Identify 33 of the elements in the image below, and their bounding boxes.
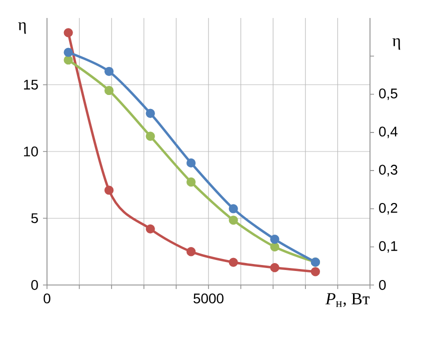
point (186, 158, 196, 168)
point (228, 204, 238, 214)
y-tick-label: 15 (24, 80, 38, 90)
y2-axis-title: η (392, 38, 400, 50)
y-tick-label: 5 (31, 213, 38, 224)
y2-tick-label: 0,2 (379, 202, 398, 214)
point (186, 177, 196, 187)
point (104, 66, 114, 76)
y2-tick-label: 0 (379, 280, 386, 290)
point (270, 263, 280, 272)
y-axis-title: η (18, 22, 26, 34)
point (104, 186, 114, 195)
point (146, 132, 155, 141)
y2-tick-label: 0,3 (379, 164, 398, 176)
x-tick-label: 5000 (194, 294, 224, 304)
point (270, 242, 280, 252)
point (310, 267, 320, 276)
point (146, 108, 155, 118)
y2-tick-label: 0,4 (379, 126, 398, 138)
y-tick-label: 10 (24, 146, 38, 156)
point (228, 216, 238, 225)
y-tick-label: 0 (31, 280, 38, 290)
x-axis-title: P$_{н}$, Вт (325, 293, 370, 307)
point (186, 247, 196, 256)
point (228, 258, 238, 267)
point (146, 224, 155, 234)
y2-tick-label: 0,5 (379, 88, 398, 100)
y2-tick-label: 0,1 (379, 241, 398, 253)
point (64, 48, 73, 57)
point (64, 55, 73, 65)
point (104, 86, 114, 96)
point (270, 234, 280, 244)
point (64, 28, 73, 38)
